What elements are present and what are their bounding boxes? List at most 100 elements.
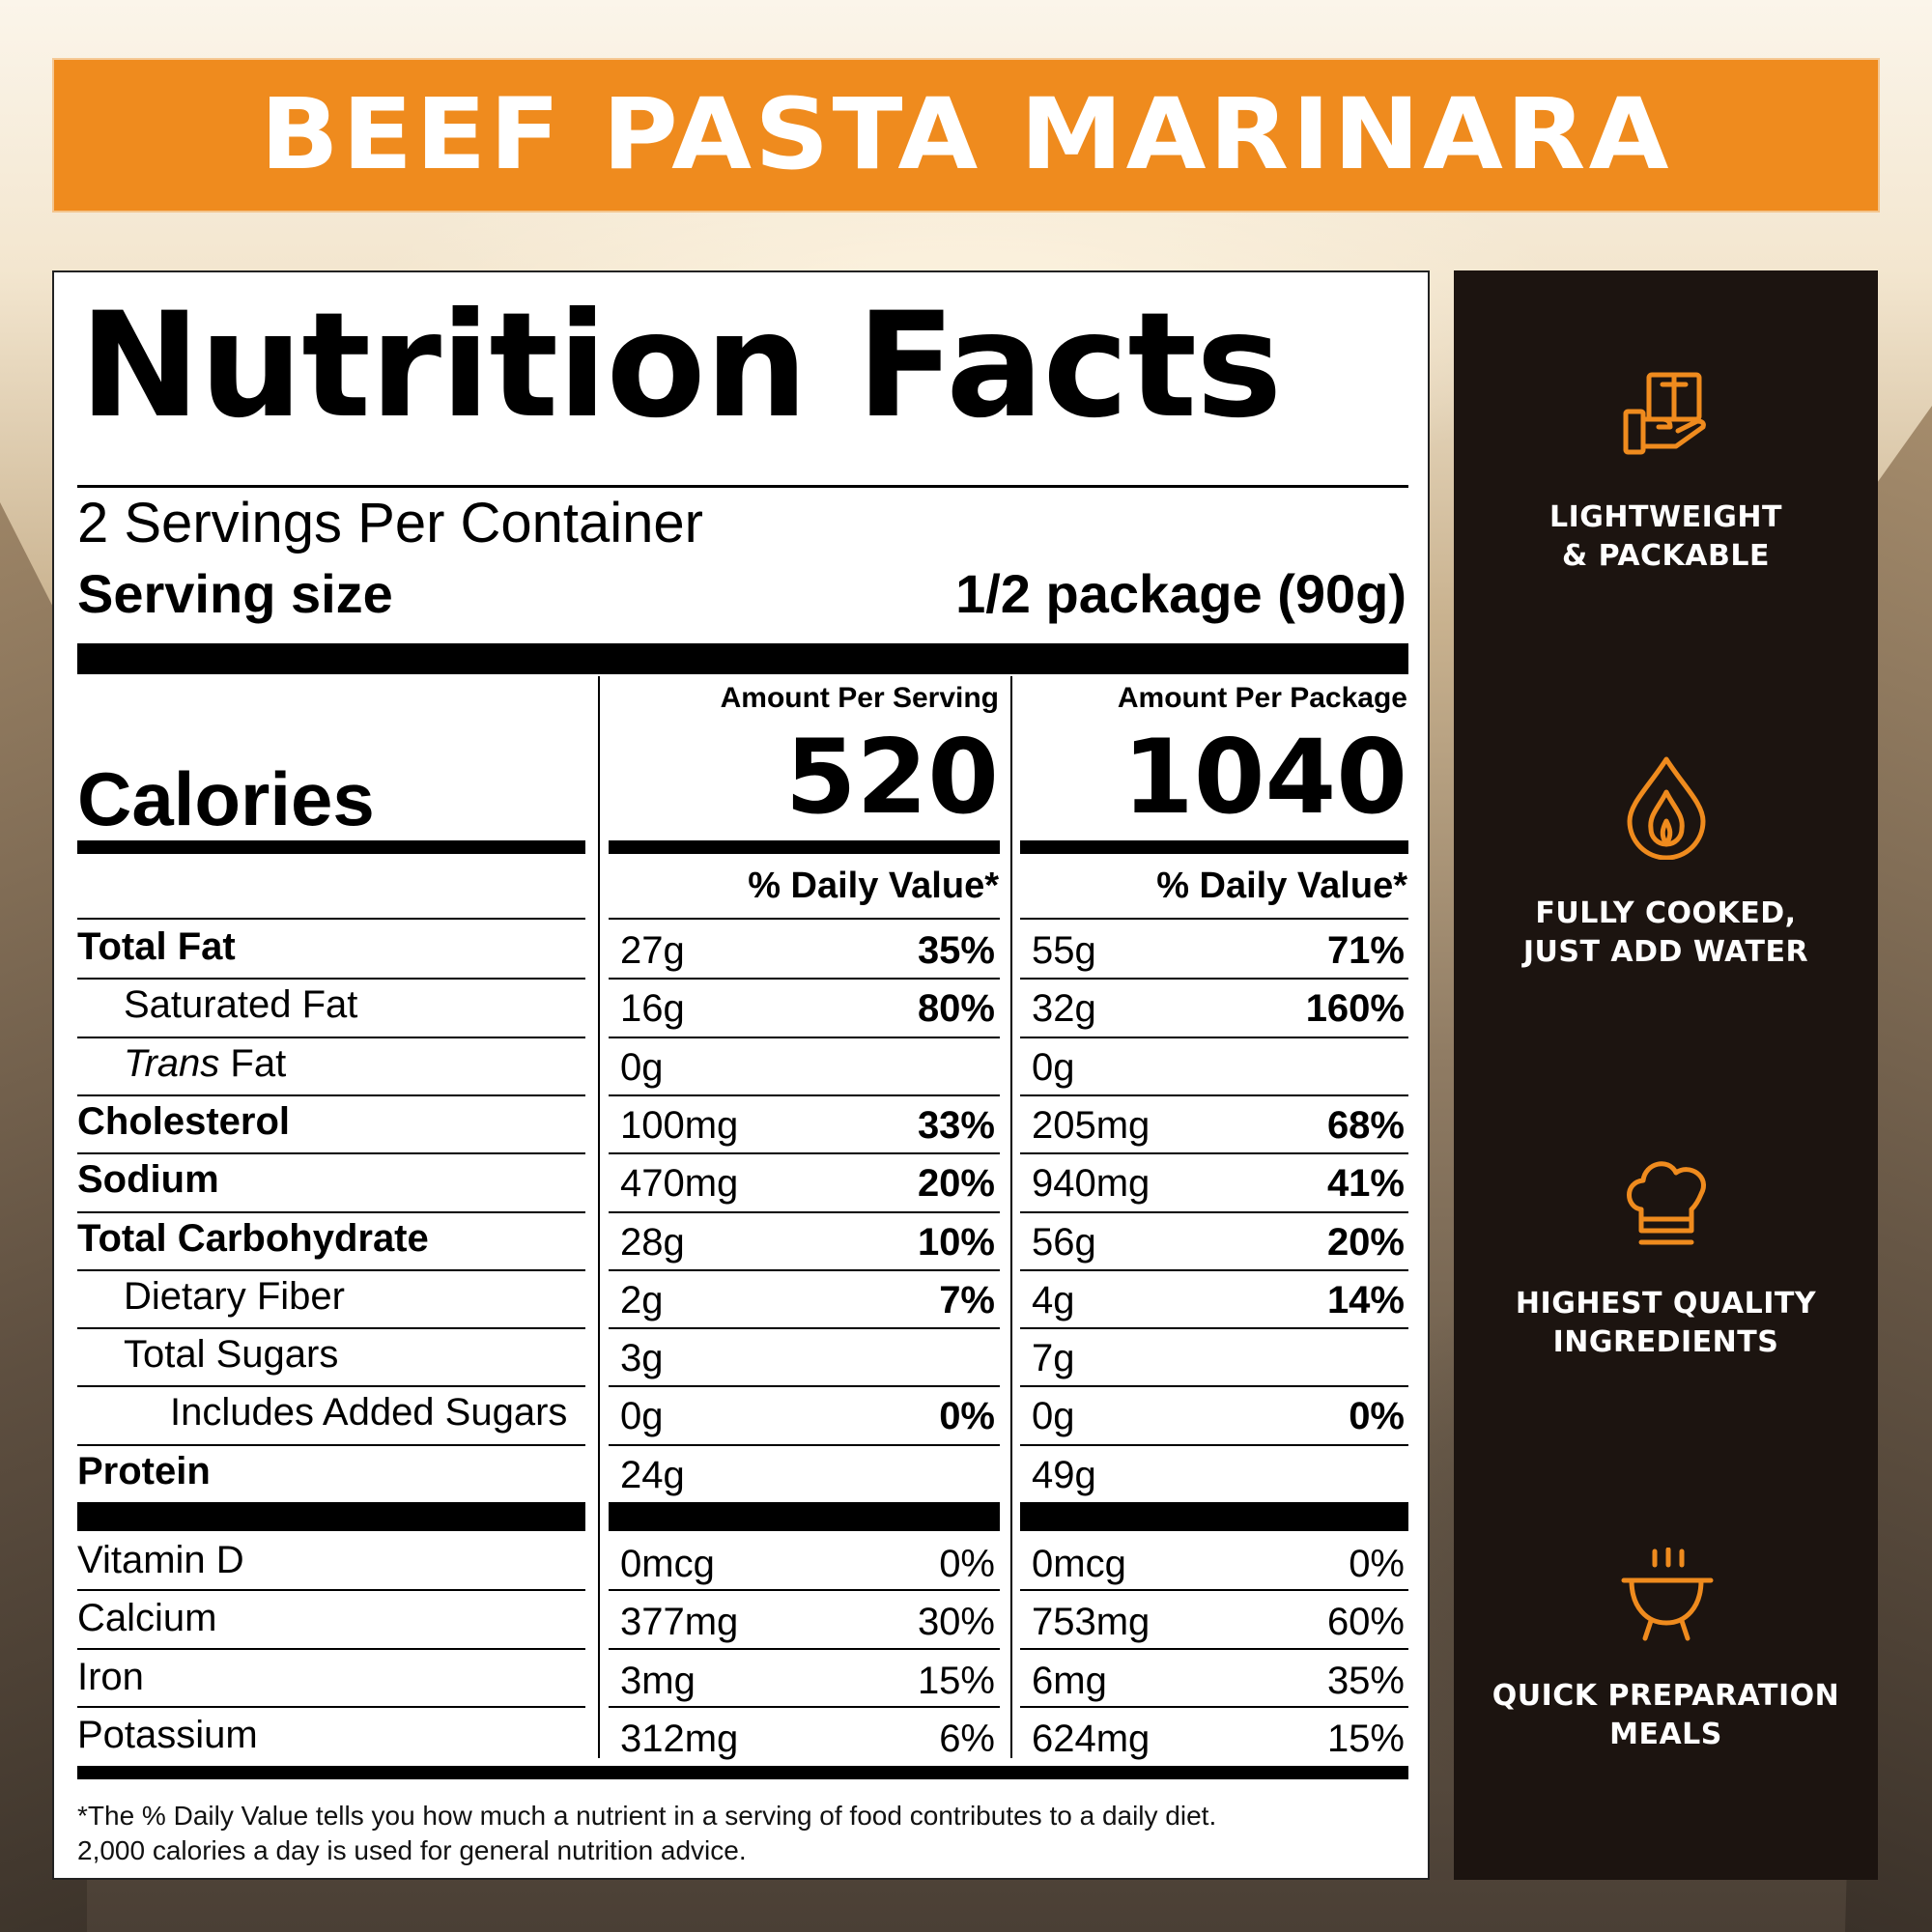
nutrition-facts-panel: Nutrition Facts 2 Servings Per Container…: [52, 270, 1430, 1880]
serving-amount: 16g: [620, 987, 685, 1031]
feature-lightweight-text: LIGHTWEIGHT & PACKABLE: [1549, 500, 1782, 573]
serving-size-value: 1/2 package (90g): [955, 563, 1406, 624]
serving-size-label: Serving size: [77, 563, 393, 624]
serving-daily-value: 20%: [917, 1162, 995, 1206]
nutrient-label: Saturated Fat: [124, 983, 358, 1027]
row-divider: [1020, 1210, 1408, 1213]
package-hand-icon: [1623, 372, 1706, 455]
package-amount: 0mcg: [1032, 1543, 1126, 1585]
vitamin-label: Potassium: [77, 1713, 258, 1756]
nutrient-label: Dietary Fiber: [124, 1274, 345, 1318]
row-divider: [77, 1094, 585, 1096]
product-title-banner: BEEF PASTA MARINARA: [54, 60, 1878, 211]
amount-per-serving-header: Amount Per Serving: [720, 682, 999, 714]
package-amount: 4g: [1032, 1278, 1075, 1321]
row-divider: [1020, 1152, 1408, 1155]
row-divider: [1020, 1647, 1408, 1650]
serving-amount: 27g: [620, 929, 685, 972]
row-divider: [1020, 1268, 1408, 1271]
row-divider: [77, 1036, 585, 1038]
feature-fully-cooked-text: FULLY COOKED, JUST ADD WATER: [1522, 896, 1809, 969]
serving-daily-value: 15%: [917, 1659, 995, 1702]
serving-amount: 28g: [620, 1220, 685, 1264]
daily-value-header-serving: % Daily Value*: [748, 866, 999, 906]
row-divider: [609, 1589, 1000, 1592]
vitamin-label: Vitamin D: [77, 1539, 244, 1581]
feature-quality-text: HIGHEST QUALITY INGREDIENTS: [1515, 1287, 1817, 1359]
serving-daily-value: 0%: [939, 1543, 995, 1585]
bottom-thick-divider: [77, 1766, 1408, 1780]
package-daily-value: 60%: [1326, 1601, 1405, 1644]
nutrient-label: Total Sugars: [124, 1333, 339, 1377]
daily-value-footnote: *The % Daily Value tells you how much a …: [77, 1799, 1410, 1868]
feature-quick-prep-text: QUICK PREPARATION MEALS: [1492, 1679, 1840, 1751]
package-daily-value: 35%: [1326, 1659, 1405, 1702]
feature-quality: HIGHEST QUALITY INGREDIENTS: [1454, 1151, 1878, 1362]
row-divider: [77, 1443, 585, 1446]
nutrient-label: Total Carbohydrate: [77, 1216, 429, 1260]
column-divider-1: [598, 676, 600, 1758]
row-divider: [1020, 978, 1408, 980]
cooking-pot-icon: [1621, 1548, 1713, 1641]
flame-drop-icon: [1627, 756, 1705, 860]
row-divider: [77, 1589, 585, 1592]
feature-sidebar: LIGHTWEIGHT & PACKABLE FULLY COOKED, JUS…: [1454, 270, 1878, 1880]
product-title: BEEF PASTA MARINARA: [260, 77, 1672, 192]
serving-amount: 2g: [620, 1278, 664, 1321]
row-divider: [1020, 1385, 1408, 1388]
column-divider-2: [1010, 676, 1012, 1758]
package-amount: 940mg: [1032, 1162, 1151, 1206]
calories-label: Calories: [77, 756, 375, 841]
vitamin-label: Calcium: [77, 1597, 217, 1640]
feature-quick-prep: QUICK PREPARATION MEALS: [1454, 1548, 1878, 1754]
serving-daily-value: 7%: [939, 1278, 995, 1321]
row-divider: [77, 978, 585, 980]
serving-daily-value: 0%: [939, 1395, 995, 1438]
package-daily-value: 20%: [1326, 1220, 1405, 1264]
vitamin-label: Iron: [77, 1655, 144, 1698]
vitamin-thick-divider: [1020, 1502, 1408, 1531]
row-divider: [77, 918, 585, 920]
nutrient-label: Sodium: [77, 1158, 219, 1202]
vitamin-thick-divider: [77, 1502, 585, 1531]
daily-value-header-package: % Daily Value*: [1156, 866, 1407, 906]
row-divider: [609, 1094, 1000, 1096]
package-amount: 55g: [1032, 929, 1096, 972]
row-divider: [77, 1210, 585, 1213]
vitamin-thick-divider: [609, 1502, 1000, 1531]
serving-amount: 24g: [620, 1453, 685, 1496]
row-divider: [609, 1036, 1000, 1038]
amount-per-package-header: Amount Per Package: [1117, 682, 1407, 714]
nutrient-label: Trans Fat: [124, 1042, 286, 1086]
feature-lightweight: LIGHTWEIGHT & PACKABLE: [1454, 367, 1878, 576]
package-amount: 205mg: [1032, 1103, 1151, 1147]
serving-amount: 0g: [620, 1395, 664, 1438]
row-divider: [1020, 1443, 1408, 1446]
calories-rule-3: [1020, 840, 1408, 854]
divider: [77, 485, 1408, 488]
serving-amount: 377mg: [620, 1601, 739, 1644]
row-divider: [609, 1385, 1000, 1388]
row-divider: [609, 918, 1000, 920]
nutrient-label-italic: Trans: [124, 1041, 220, 1085]
row-divider: [609, 1327, 1000, 1330]
footnote-line-1: *The % Daily Value tells you how much a …: [77, 1801, 1217, 1831]
package-amount: 624mg: [1032, 1717, 1151, 1760]
package-daily-value: 15%: [1326, 1717, 1405, 1760]
calories-serving: 520: [784, 718, 999, 837]
package-daily-value: 14%: [1326, 1278, 1405, 1321]
row-divider: [609, 1443, 1000, 1446]
row-divider: [1020, 1094, 1408, 1096]
row-divider: [77, 1647, 585, 1650]
nutrient-label: Cholesterol: [77, 1099, 291, 1143]
chef-hat-icon: [1626, 1161, 1706, 1245]
row-divider: [609, 978, 1000, 980]
package-amount: 49g: [1032, 1453, 1096, 1496]
row-divider: [609, 1647, 1000, 1650]
row-divider: [609, 1210, 1000, 1213]
package-amount: 56g: [1032, 1220, 1096, 1264]
package-daily-value: 68%: [1326, 1103, 1405, 1147]
calories-package: 1040: [1122, 718, 1407, 837]
package-daily-value: 71%: [1326, 929, 1405, 972]
row-divider: [609, 1152, 1000, 1155]
